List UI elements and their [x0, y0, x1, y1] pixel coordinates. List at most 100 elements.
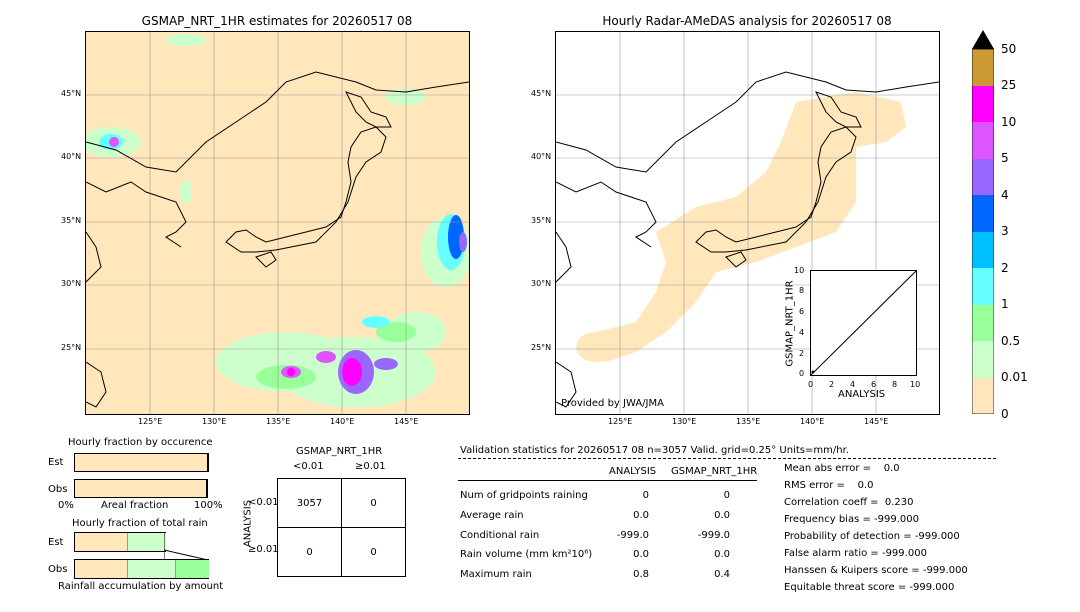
row-gsmap-cond: -999.0 — [697, 530, 730, 541]
occurrence-axis-mid: Areal fraction — [101, 500, 169, 511]
contingency-title: GSMAP_NRT_1HR — [296, 446, 383, 457]
scatter-canvas — [810, 270, 917, 376]
scatter-xtick-0: 0 — [808, 380, 814, 389]
cb-label-0: 0 — [1001, 407, 1009, 421]
cell-false-alarm: 0 — [341, 478, 406, 528]
cb-label-3: 3 — [1001, 224, 1009, 238]
right-map-title: Hourly Radar-AMeDAS analysis for 2026051… — [602, 14, 892, 28]
right-lat-45: 45°N — [531, 89, 552, 98]
total-rain-est-bar — [74, 532, 166, 552]
scatter-xtick-8: 8 — [892, 380, 898, 389]
occurrence-axis-left: 0% — [58, 500, 74, 511]
cell-correct-negative: 0 — [341, 527, 406, 577]
left-map — [85, 31, 470, 415]
scatter-ytick-8: 8 — [799, 286, 805, 295]
right-coastline — [556, 71, 939, 408]
right-lat-40: 40°N — [531, 152, 552, 161]
colorbar — [971, 30, 995, 415]
total-rain-obs-label: Obs — [48, 564, 68, 575]
contingency-row-ge: ≥0.01 — [248, 544, 279, 555]
cb-label-0.5: 0.5 — [1001, 334, 1021, 348]
left-lat-30: 30°N — [61, 279, 82, 288]
row-label-volume: Rain volume (mm km²10⁶) — [460, 549, 593, 560]
left-map-title: GSMAP_NRT_1HR estimates for 20260517 08 — [141, 14, 413, 28]
score-far: False alarm ratio = -999.000 — [784, 548, 927, 559]
cb-label-0.01: 0.01 — [1001, 370, 1028, 384]
left-lat-45: 45°N — [61, 89, 82, 98]
cb-label-25: 25 — [1001, 78, 1017, 92]
total-rain-footer: Rainfall accumulation by amount — [58, 581, 224, 592]
contingency-col-ge: ≥0.01 — [355, 461, 386, 472]
right-map-canvas — [556, 32, 939, 414]
row-gsmap-max: 0.4 — [714, 569, 730, 580]
left-lat-35: 35°N — [61, 216, 82, 225]
col-header-gsmap: GSMAP_NRT_1HR — [671, 466, 758, 477]
cb-label-50: 50 — [1001, 42, 1017, 56]
row-analysis-gridpoints: 0 — [642, 490, 649, 501]
total-rain-connector — [164, 532, 209, 560]
row-analysis-max: 0.8 — [633, 569, 649, 580]
right-lon-145: 145°E — [864, 417, 889, 426]
scatter-ytick-6: 6 — [799, 307, 805, 316]
total-rain-est-label: Est — [48, 537, 64, 548]
right-lon-135: 135°E — [736, 417, 761, 426]
scatter-ytick-2: 2 — [799, 349, 805, 358]
score-ets: Equitable threat score = -999.000 — [784, 582, 955, 593]
left-lon-135: 135°E — [266, 417, 291, 426]
right-lon-125: 125°E — [608, 417, 633, 426]
table-header-rule — [458, 480, 757, 481]
data-credit: Provided by JWA/JMA — [561, 398, 664, 409]
cb-label-2: 2 — [1001, 261, 1009, 275]
score-pod: Probability of detection = -999.000 — [784, 531, 960, 542]
row-analysis-volume: 0.0 — [633, 549, 649, 560]
score-rmse: RMS error = 0.0 — [784, 480, 874, 491]
contingency-row-lt: <0.01 — [248, 497, 279, 508]
contingency-table: 3057 0 0 0 — [277, 478, 406, 577]
occurrence-obs-label: Obs — [48, 484, 68, 495]
row-label-gridpoints: Num of gridpoints raining — [460, 490, 588, 501]
score-freq-bias: Frequency bias = -999.000 — [784, 514, 919, 525]
right-lon-140: 140°E — [800, 417, 825, 426]
scatter-xtick-6: 6 — [871, 380, 877, 389]
total-rain-title: Hourly fraction of total rain — [72, 518, 208, 529]
right-lat-30: 30°N — [531, 279, 552, 288]
left-coastline — [86, 71, 469, 408]
left-lat-25: 25°N — [61, 343, 82, 352]
left-grid — [86, 32, 469, 414]
row-gsmap-avg: 0.0 — [714, 510, 730, 521]
occurrence-est-bar — [74, 453, 209, 472]
left-lon-130: 130°E — [202, 417, 227, 426]
total-rain-obs-bar — [74, 559, 209, 579]
row-label-avg: Average rain — [460, 510, 524, 521]
cb-label-5: 5 — [1001, 151, 1009, 165]
row-analysis-avg: 0.0 — [633, 510, 649, 521]
colorbar-canvas — [971, 30, 995, 415]
row-analysis-cond: -999.0 — [616, 530, 649, 541]
occurrence-title: Hourly fraction by occurence — [68, 437, 213, 448]
scatter-xtick-10: 10 — [910, 380, 921, 389]
right-lat-35: 35°N — [531, 216, 552, 225]
left-lon-125: 125°E — [138, 417, 163, 426]
score-mae: Mean abs error = 0.0 — [784, 463, 900, 474]
row-label-max: Maximum rain — [460, 569, 532, 580]
scatter-xtick-2: 2 — [829, 380, 835, 389]
left-lon-145: 145°E — [394, 417, 419, 426]
validation-divider — [458, 458, 996, 459]
occurrence-obs-bar — [74, 479, 208, 498]
cell-miss: 0 — [277, 527, 342, 577]
left-map-canvas — [86, 32, 469, 414]
scatter-ytick-4: 4 — [799, 328, 805, 337]
score-hk: Hanssen & Kuipers score = -999.000 — [784, 565, 968, 576]
right-lon-130: 130°E — [672, 417, 697, 426]
scatter-xlabel: ANALYSIS — [838, 389, 886, 400]
validation-header: Validation statistics for 20260517 08 n=… — [460, 445, 849, 456]
scatter-ylabel: GSMAP_NRT_1HR — [784, 280, 796, 367]
occurrence-est-label: Est — [48, 457, 64, 468]
col-header-analysis: ANALYSIS — [609, 466, 657, 477]
scatter-inset — [810, 270, 917, 376]
scatter-top-tick: 10 — [794, 266, 805, 275]
cb-label-4: 4 — [1001, 188, 1009, 202]
scatter-xtick-4: 4 — [850, 380, 856, 389]
row-label-cond: Conditional rain — [460, 530, 540, 541]
score-corr: Correlation coeff = 0.230 — [784, 497, 914, 508]
